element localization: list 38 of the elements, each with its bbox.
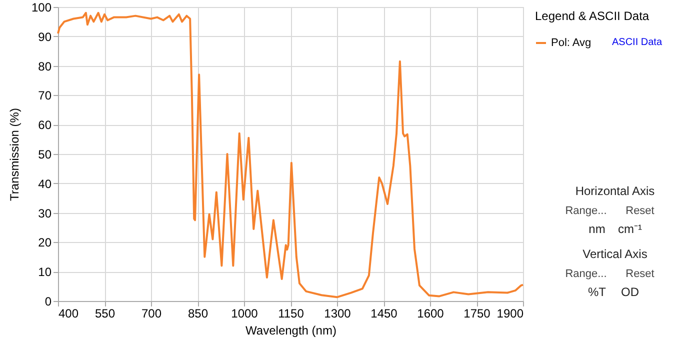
- x-tick-label: 400: [58, 306, 79, 320]
- y-tick-label: 30: [38, 206, 52, 220]
- x-tick-label: 1750: [464, 306, 491, 320]
- y-tick-label: 0: [44, 294, 52, 308]
- text: cm⁻¹: [618, 222, 642, 236]
- x-axis-title: Wavelength (nm): [246, 324, 336, 338]
- x-tick-label: 1450: [370, 306, 398, 320]
- y-tick-label: 70: [38, 88, 52, 103]
- y-tick-label: 10: [38, 265, 52, 280]
- x-tick-label: 1300: [324, 306, 352, 320]
- x-tick-label: 1600: [417, 306, 444, 320]
- text: Range...: [565, 205, 607, 217]
- x-tick-label: 550: [94, 306, 116, 320]
- text: OD: [621, 285, 640, 299]
- text: Reset: [626, 268, 654, 280]
- legend-title: Legend & ASCII Data: [535, 9, 650, 23]
- text: Horizontal Axis: [575, 184, 655, 198]
- text: Vertical Axis: [582, 247, 648, 261]
- legend-label: Pol: Avg: [551, 37, 592, 49]
- y-tick-label: 90: [38, 30, 52, 44]
- y-tick-label: 40: [38, 176, 52, 191]
- text: nm: [588, 222, 606, 236]
- y-tick-label: 80: [38, 59, 52, 74]
- text: %T: [588, 285, 607, 299]
- x-tick-label: 1900: [496, 306, 524, 320]
- y-tick-label: 50: [38, 148, 52, 162]
- y-axis-title: Transmission (%): [7, 108, 22, 201]
- y-tick-label: 20: [38, 236, 52, 250]
- x-tick-label: 1000: [231, 306, 258, 320]
- text: Reset: [626, 205, 654, 217]
- y-tick-label: 60: [38, 118, 52, 132]
- text: ASCII Data: [612, 37, 662, 48]
- x-tick-label: 1150: [278, 306, 304, 320]
- y-tick-label: 100: [31, 0, 52, 14]
- x-tick-label: 700: [141, 306, 162, 320]
- x-tick-label: 850: [188, 306, 208, 320]
- text: Range...: [565, 268, 607, 280]
- line-series: [57, 12, 524, 298]
